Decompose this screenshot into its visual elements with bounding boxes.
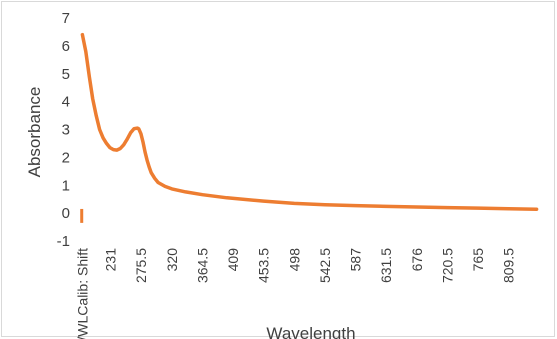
x-tick-label: 320 bbox=[164, 248, 180, 272]
x-tick-label: 275.5 bbox=[133, 248, 149, 283]
y-tick-label: 4 bbox=[62, 94, 70, 111]
x-tick-label: 631.5 bbox=[378, 248, 394, 283]
y-axis-title: Absorbance bbox=[25, 87, 44, 178]
plot-area bbox=[80, 32, 539, 223]
x-tick-label: ?/WLCalib: Shift bbox=[74, 248, 90, 339]
y-tick-label: 1 bbox=[62, 177, 70, 194]
x-tick-label: 542.5 bbox=[317, 248, 333, 283]
y-tick-label: 6 bbox=[62, 38, 70, 55]
x-axis-title: Wavelength bbox=[266, 324, 355, 339]
y-tick-label: 0 bbox=[62, 205, 70, 222]
y-tick-label: 3 bbox=[62, 122, 70, 139]
y-tick-label: 7 bbox=[62, 10, 70, 27]
x-tick-label: 409 bbox=[225, 248, 241, 272]
y-tick-label: 2 bbox=[62, 149, 70, 166]
x-tick-label: 765 bbox=[470, 248, 486, 272]
x-tick-label: 809.5 bbox=[501, 248, 517, 283]
x-tick-label: 498 bbox=[286, 248, 302, 272]
x-tick-label: 364.5 bbox=[194, 248, 210, 283]
x-tick-label: 720.5 bbox=[439, 248, 455, 283]
series-line bbox=[80, 32, 539, 211]
x-tick-label: 453.5 bbox=[256, 248, 272, 283]
x-tick-label: 587 bbox=[348, 248, 364, 272]
x-tick-labels: ?/WLCalib: Shift 231 275.5 320 364.5 409 453.5… bbox=[74, 248, 516, 339]
y-tick-label: -1 bbox=[57, 233, 70, 250]
x-tick-label: 231 bbox=[103, 248, 119, 272]
x-tick-label: 676 bbox=[409, 248, 425, 272]
y-tick-label: 5 bbox=[62, 66, 70, 83]
y-tick-labels: -1 0 1 2 3 4 5 6 7 bbox=[57, 10, 70, 250]
